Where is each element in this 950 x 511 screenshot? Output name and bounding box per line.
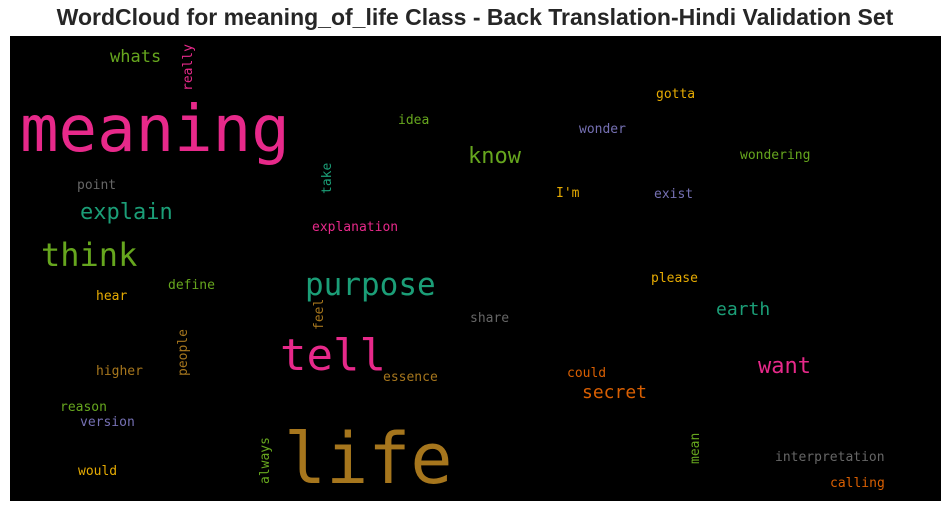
- word-know: know: [468, 144, 521, 169]
- word-reason: reason: [60, 400, 107, 415]
- word-hear: hear: [96, 289, 128, 304]
- word-point: point: [77, 178, 117, 193]
- word-people: people: [176, 329, 191, 376]
- word-higher: higher: [96, 364, 143, 379]
- word-want: want: [758, 354, 811, 379]
- word-take: take: [320, 162, 335, 194]
- word-would: would: [78, 464, 118, 479]
- word-feel: feel: [312, 298, 327, 330]
- word-i-m: I'm: [556, 186, 580, 201]
- word-exist: exist: [654, 187, 694, 202]
- word-think: think: [41, 236, 138, 274]
- word-could: could: [567, 366, 607, 381]
- word-earth: earth: [716, 299, 771, 320]
- word-wondering: wondering: [740, 148, 811, 163]
- word-mean: mean: [688, 432, 703, 464]
- word-gotta: gotta: [656, 87, 696, 102]
- word-really: really: [181, 44, 196, 91]
- word-tell: tell: [280, 330, 386, 381]
- word-explain: explain: [80, 200, 173, 225]
- word-interpretation: interpretation: [775, 450, 885, 465]
- word-purpose: purpose: [305, 267, 436, 303]
- word-calling: calling: [830, 476, 885, 491]
- word-please: please: [651, 271, 698, 286]
- word-always: always: [258, 437, 273, 484]
- word-secret: secret: [582, 382, 648, 403]
- word-version: version: [80, 415, 135, 430]
- word-idea: idea: [398, 113, 430, 128]
- word-essence: essence: [383, 370, 438, 385]
- word-define: define: [168, 278, 215, 293]
- word-share: share: [470, 311, 510, 326]
- word-wonder: wonder: [579, 122, 626, 137]
- chart-title: WordCloud for meaning_of_life Class - Ba…: [56, 4, 894, 30]
- word-meaning: meaning: [20, 93, 290, 167]
- word-whats: whats: [110, 47, 162, 67]
- word-life: life: [284, 418, 453, 500]
- wordcloud-canvas: meaning life tell purpose think explain know wa…: [10, 36, 941, 501]
- word-explanation: explanation: [312, 220, 399, 235]
